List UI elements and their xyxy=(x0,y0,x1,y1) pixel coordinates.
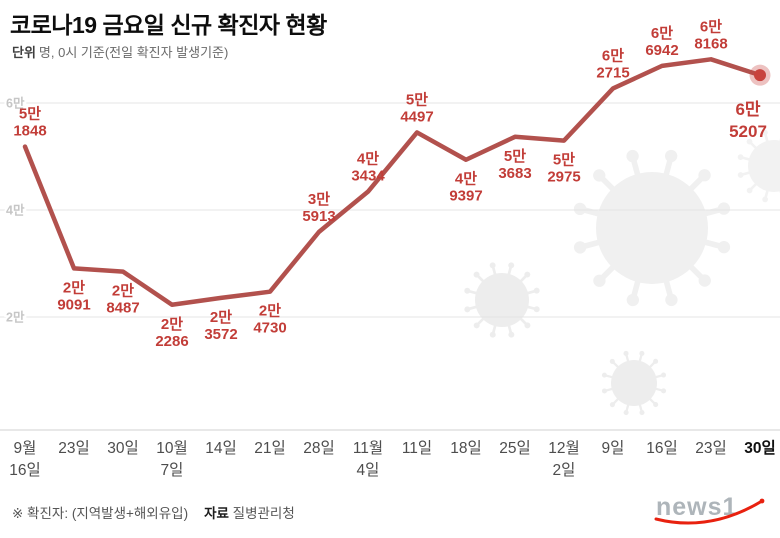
data-label: 6만 6942 xyxy=(645,25,678,59)
data-label: 2만 3572 xyxy=(204,309,237,343)
news1-logo-swoosh xyxy=(654,499,764,525)
y-axis-tick-label: 2만 xyxy=(6,310,25,325)
virus-watermark xyxy=(573,149,731,307)
x-axis-label: 9월 16일 xyxy=(9,439,41,479)
x-axis-label: 21일 xyxy=(254,439,286,457)
y-axis-tick-label: 4만 xyxy=(6,203,25,218)
x-axis-label: 11일 xyxy=(402,439,432,457)
x-axis-label: 18일 xyxy=(450,439,482,457)
footnote: ※ 확진자: (지역발생+해외유입) 자료 질병관리청 xyxy=(12,502,295,522)
news1-logo: news1 xyxy=(652,489,772,534)
confirmed-note: ※ 확진자: (지역발생+해외유입) xyxy=(12,506,189,521)
unit-label: 단위 xyxy=(12,45,36,60)
x-axis-label: 30일 xyxy=(107,439,139,457)
data-label: 3만 5913 xyxy=(302,191,335,225)
x-axis-label: 11월 4일 xyxy=(353,439,383,479)
unit-note: 단위 명, 0시 기준(전일 확진자 발생기준) xyxy=(12,42,228,61)
virus-watermark xyxy=(737,129,780,203)
news1-logo-dot xyxy=(759,498,765,504)
data-label: 2만 9091 xyxy=(57,279,90,313)
x-axis-label: 23일 xyxy=(695,439,727,457)
data-label: 6만 2715 xyxy=(596,47,629,81)
data-label: 4만 3434 xyxy=(351,151,385,185)
virus-watermark xyxy=(601,350,667,416)
data-label: 5만 4497 xyxy=(400,91,433,125)
x-axis-label: 23일 xyxy=(58,439,90,457)
data-label: 6만 5207 xyxy=(729,100,767,141)
data-label: 4만 9397 xyxy=(449,171,482,205)
data-label: 5만 3683 xyxy=(498,148,531,182)
x-axis-label: 28일 xyxy=(303,439,335,457)
news1-logo-text: news1 xyxy=(656,493,737,521)
unit-text: 명, 0시 기준(전일 확진자 발생기준) xyxy=(38,45,229,60)
data-label: 2만 8487 xyxy=(106,283,139,317)
x-axis-label: 30일 xyxy=(744,439,776,457)
data-label: 2만 4730 xyxy=(253,303,286,337)
y-axis-tick-label: 6만 xyxy=(6,96,25,111)
page-title: 코로나19 금요일 신규 확진자 현황 xyxy=(10,12,327,38)
data-label: 5만 2975 xyxy=(547,152,580,186)
x-axis-label: 10월 7일 xyxy=(156,439,188,479)
source-name: 질병관리청 xyxy=(232,506,295,521)
x-axis-label: 14일 xyxy=(205,439,237,457)
data-label: 5만 1848 xyxy=(13,106,46,140)
data-label: 6만 8168 xyxy=(694,18,727,52)
source-label: 자료 xyxy=(204,506,229,521)
x-axis-label: 12월 2일 xyxy=(548,439,580,479)
x-axis-label: 16일 xyxy=(646,439,678,457)
x-axis-label: 25일 xyxy=(499,439,531,457)
x-axis-label: 9일 xyxy=(602,439,625,457)
data-label: 2만 2286 xyxy=(155,316,188,350)
virus-watermark xyxy=(464,262,540,338)
series-line xyxy=(22,57,763,308)
latest-point-marker xyxy=(754,69,766,82)
